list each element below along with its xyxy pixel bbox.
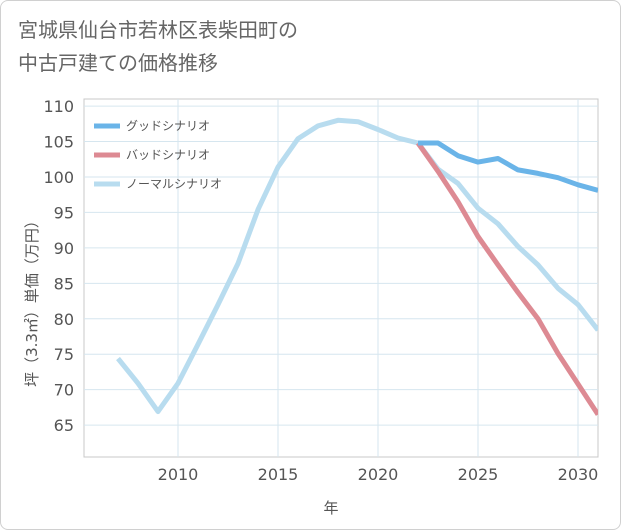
y-tick-label: 95	[54, 203, 74, 222]
bad-scenario-line	[415, 141, 598, 416]
chart-title-line1: 宮城県仙台市若林区表柴田町の	[18, 18, 298, 42]
legend-label-bad: バッドシナリオ	[126, 148, 210, 162]
y-tick-label: 80	[54, 310, 74, 329]
y-tick-label: 105	[43, 133, 74, 152]
x-tick-label: 2015	[258, 465, 299, 484]
y-tick-label: 70	[54, 381, 74, 400]
x-tick-label: 2025	[458, 465, 499, 484]
legend-label-good: グッドシナリオ	[126, 119, 210, 133]
chart-title-line2: 中古戸建ての価格推移	[18, 51, 218, 75]
y-tick-label: 100	[43, 168, 74, 187]
y-tick-label: 90	[54, 239, 74, 258]
x-tick-label: 2020	[358, 465, 399, 484]
y-tick-label: 75	[54, 345, 74, 364]
x-axis-label: 年	[323, 499, 338, 517]
y-tick-label: 110	[43, 97, 74, 116]
tick-labels: 65 70 75 80 85 90 95 100 105 110 2010 2015 2020 2025 2…	[43, 97, 598, 484]
y-tick-label: 85	[54, 274, 74, 293]
legend: グッドシナリオ バッドシナリオ ノーマルシナリオ	[94, 119, 222, 191]
normal-scenario-line	[116, 117, 598, 415]
x-tick-label: 2010	[158, 465, 199, 484]
y-tick-label: 65	[54, 416, 74, 435]
x-tick-label: 2030	[558, 465, 599, 484]
legend-label-normal: ノーマルシナリオ	[126, 177, 222, 191]
y-axis-label: 坪（3.3㎡）単価（万円）	[23, 213, 41, 387]
series-layer	[116, 117, 598, 416]
good-scenario-line	[418, 140, 598, 193]
chart-title: 宮城県仙台市若林区表柴田町の 中古戸建ての価格推移	[18, 14, 608, 80]
grid-lines	[84, 99, 598, 457]
